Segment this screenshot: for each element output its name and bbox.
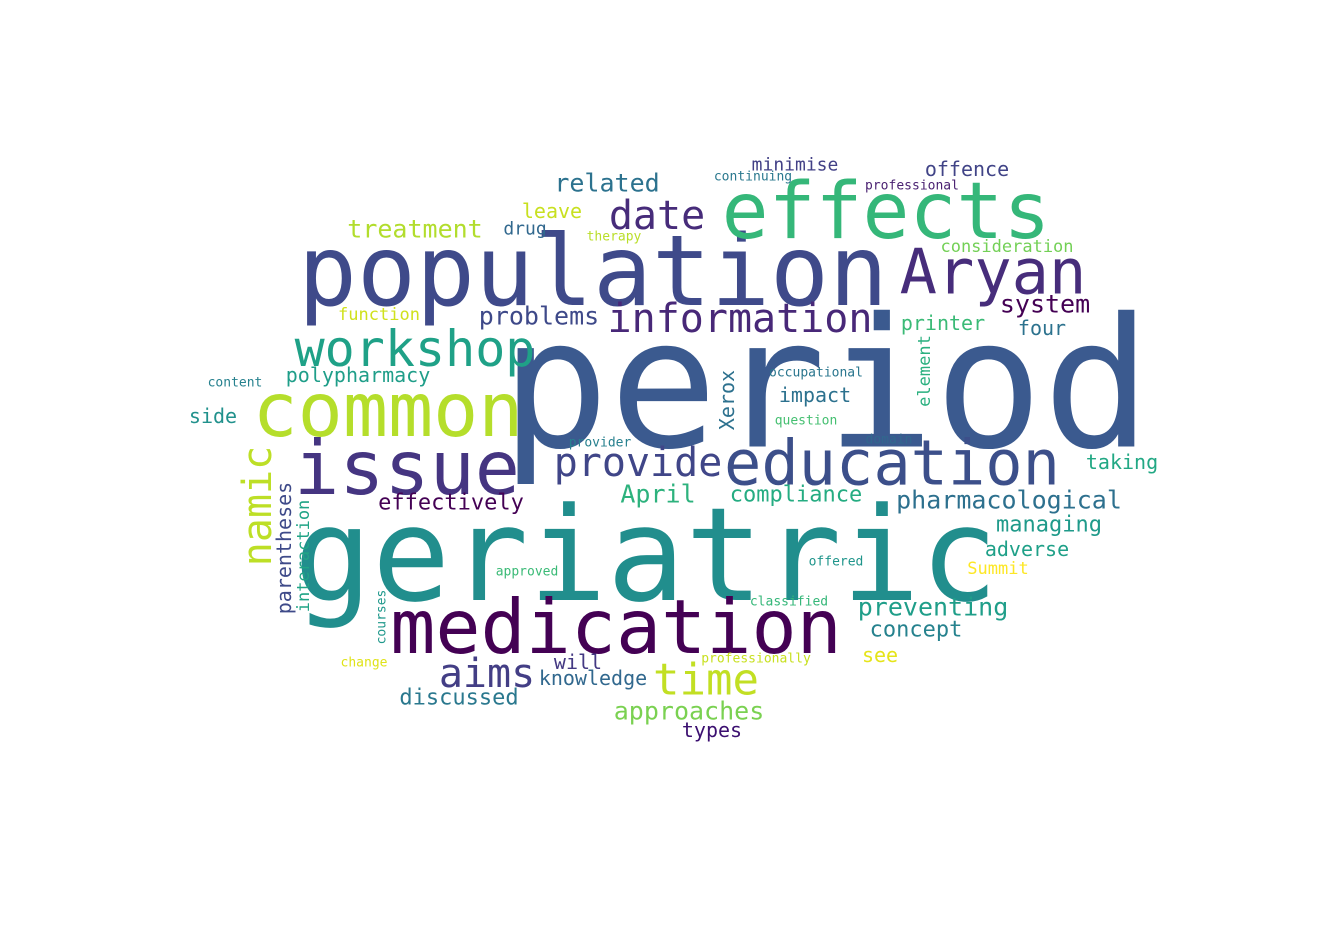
word-effectively: effectively xyxy=(378,491,524,516)
word-summit: Summit xyxy=(967,559,1028,579)
word-treatment: treatment xyxy=(347,215,482,244)
word-provider: provider xyxy=(569,436,632,451)
word-offence: offence xyxy=(925,157,1009,181)
word-content: content xyxy=(208,376,263,391)
word-period: period xyxy=(501,281,1151,490)
word-time: time xyxy=(653,655,759,706)
word-printer: printer xyxy=(901,311,985,335)
word-namic: namic xyxy=(235,446,281,566)
word-workshop: workshop xyxy=(295,320,536,378)
word-managing: managing xyxy=(996,513,1102,538)
word-consideration: consideration xyxy=(940,237,1073,257)
word-medication: medication xyxy=(390,583,842,671)
word-pharmacological: pharmacological xyxy=(896,486,1122,515)
word-change: change xyxy=(341,656,388,671)
word-therapy: therapy xyxy=(587,230,642,245)
word-date: date xyxy=(609,193,705,239)
word-leave: leave xyxy=(522,199,582,223)
word-problems: problems xyxy=(479,302,599,331)
word-discussed: discussed xyxy=(399,686,518,711)
word-offered: offered xyxy=(809,555,864,570)
word-professional: professional xyxy=(865,179,959,194)
word-education: education xyxy=(724,427,1060,500)
word-minimise: minimise xyxy=(752,155,839,176)
word-knowledge: knowledge xyxy=(539,666,647,690)
word-four: four xyxy=(1018,316,1066,340)
word-common: common xyxy=(253,366,524,454)
word-side: side xyxy=(189,404,237,428)
word-function: function xyxy=(338,305,420,325)
word-effects: effects xyxy=(722,167,1051,257)
word-geriatric: geriatric xyxy=(294,479,998,631)
word-preventing: preventing xyxy=(858,593,1009,622)
word-issue: issue xyxy=(294,424,520,512)
word-see: see xyxy=(862,643,898,667)
word-related: related xyxy=(554,169,659,198)
word-xerox: Xerox xyxy=(715,370,739,430)
word-taking: taking xyxy=(1086,450,1158,474)
word-will: will xyxy=(554,650,602,674)
word-domain: domain xyxy=(866,433,913,448)
word-adverse: adverse xyxy=(985,537,1069,561)
word-approaches: approaches xyxy=(614,697,765,726)
word-information: information xyxy=(608,296,873,342)
word-element: element xyxy=(915,335,935,407)
word-continuing: continuing xyxy=(714,170,792,185)
word-concept: concept xyxy=(870,618,963,643)
word-drug: drug xyxy=(503,219,546,240)
word-population: population xyxy=(298,215,888,329)
word-occupational: occupational xyxy=(769,366,863,381)
word-system: system xyxy=(1000,290,1090,319)
word-parentheses: parentheses xyxy=(272,482,296,614)
word-question: question xyxy=(775,414,838,429)
word-april: April xyxy=(620,480,695,509)
word-professionally: professionally xyxy=(701,652,811,667)
word-provide: provide xyxy=(554,440,723,486)
word-aims: aims xyxy=(439,651,535,697)
word-types: types xyxy=(682,718,742,742)
word-compliance: compliance xyxy=(730,483,862,508)
word-impact: impact xyxy=(779,383,851,407)
word-interaction: interaction xyxy=(294,500,314,613)
word-courses: courses xyxy=(375,590,390,645)
word-approved: approved xyxy=(496,565,559,580)
word-aryan: Aryan xyxy=(900,236,1087,309)
word-polypharmacy: polypharmacy xyxy=(286,363,431,387)
word-classified: classified xyxy=(750,595,828,610)
